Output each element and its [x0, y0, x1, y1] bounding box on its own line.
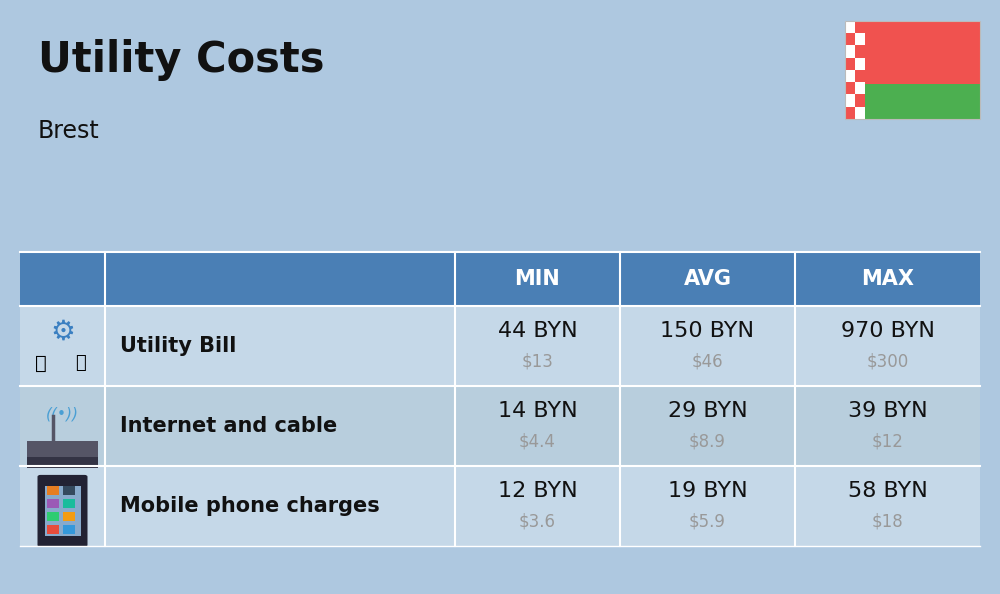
Bar	[845, 21, 865, 119]
Bar	[845, 58, 855, 69]
Text: 14 BYN: 14 BYN	[498, 401, 577, 421]
Text: $46: $46	[692, 352, 723, 371]
Text: Utility Costs: Utility Costs	[38, 39, 324, 81]
FancyBboxPatch shape	[38, 475, 88, 547]
Text: $300: $300	[866, 352, 909, 371]
Text: 🔧: 🔧	[75, 353, 86, 372]
Bar	[46, 499, 58, 508]
Text: Brest: Brest	[38, 119, 100, 143]
Text: $5.9: $5.9	[689, 513, 726, 531]
Text: MAX: MAX	[861, 269, 914, 289]
Text: Mobile phone charges: Mobile phone charges	[120, 497, 380, 516]
Text: ((•)): ((•))	[46, 407, 79, 422]
Text: $13: $13	[522, 352, 553, 371]
Bar	[855, 45, 865, 58]
Bar	[46, 512, 58, 522]
Text: 58 BYN: 58 BYN	[848, 481, 927, 501]
Bar	[20, 386, 980, 466]
Text: 39 BYN: 39 BYN	[848, 401, 927, 421]
Bar	[20, 252, 980, 306]
Bar	[20, 466, 980, 546]
Text: $3.6: $3.6	[519, 513, 556, 531]
Text: 29 BYN: 29 BYN	[668, 401, 747, 421]
Text: $4.4: $4.4	[519, 432, 556, 451]
Bar	[865, 84, 980, 119]
Bar	[855, 21, 865, 33]
Bar	[62, 525, 74, 535]
Text: 150 BYN: 150 BYN	[660, 321, 755, 340]
Text: AVG: AVG	[684, 269, 732, 289]
Bar	[855, 94, 865, 106]
Bar	[27, 457, 98, 468]
Bar	[44, 486, 80, 536]
Text: 🔌: 🔌	[35, 355, 46, 373]
Bar	[46, 486, 58, 495]
Text: $18: $18	[872, 513, 903, 531]
Bar	[865, 21, 980, 84]
Bar	[62, 486, 74, 495]
Bar	[27, 441, 98, 459]
Text: 19 BYN: 19 BYN	[668, 481, 747, 501]
Text: 44 BYN: 44 BYN	[498, 321, 577, 340]
Text: 12 BYN: 12 BYN	[498, 481, 577, 501]
Bar	[62, 512, 74, 522]
Bar	[845, 33, 855, 45]
Text: ⚙: ⚙	[50, 317, 75, 345]
Bar	[855, 69, 865, 82]
Text: Utility Bill: Utility Bill	[120, 336, 236, 356]
Bar	[845, 82, 855, 94]
Bar	[845, 21, 980, 119]
Text: 970 BYN: 970 BYN	[841, 321, 934, 340]
Text: $8.9: $8.9	[689, 432, 726, 451]
Bar	[845, 106, 855, 119]
Bar	[20, 306, 980, 386]
Text: $12: $12	[872, 432, 903, 451]
Text: Internet and cable: Internet and cable	[120, 416, 337, 436]
Bar	[46, 525, 58, 535]
Bar	[62, 499, 74, 508]
Text: MIN: MIN	[515, 269, 560, 289]
